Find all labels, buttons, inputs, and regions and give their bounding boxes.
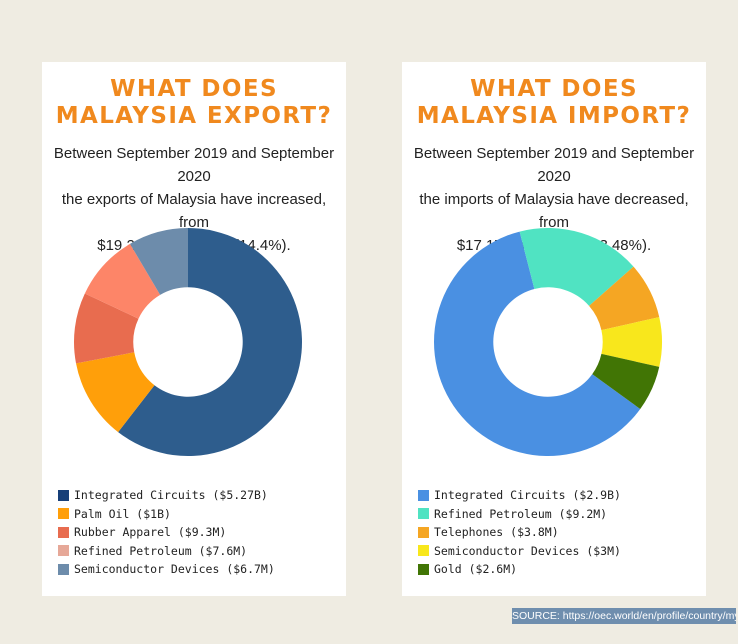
- legend-label: Gold ($2.6M): [434, 562, 518, 577]
- legend-swatch: [418, 545, 429, 557]
- import-description-line-2: the imports of Malaysia have decreased, …: [419, 191, 689, 231]
- export-description-line-2: the exports of Malaysia have increased, …: [61, 191, 327, 231]
- legend-swatch: [58, 526, 69, 538]
- export-card: WHAT DOES MALAYSIA EXPORT? Between Septe…: [42, 62, 346, 596]
- legend-label: Rubber Apparel ($9.3M): [74, 525, 227, 540]
- import-legend: Integrated Circuits ($2.9B) Refined Petr…: [418, 486, 698, 579]
- import-legend-item: Gold ($2.6M): [418, 560, 698, 579]
- import-slice-semiconductor-devices: [601, 317, 662, 367]
- export-title-line-2: MALAYSIA EXPORT?: [55, 103, 333, 129]
- legend-swatch: [58, 489, 69, 501]
- legend-label: Semiconductor Devices ($3M): [434, 543, 621, 558]
- export-slice-palm-oil: [76, 352, 155, 433]
- export-description: Between September 2019 and September 202…: [48, 142, 340, 257]
- export-legend-item: Rubber Apparel ($9.3M): [58, 523, 338, 542]
- legend-label: Integrated Circuits ($2.9B): [434, 488, 621, 503]
- legend-swatch: [418, 526, 429, 538]
- import-slice-refined-petroleum: [519, 228, 634, 306]
- legend-label: Palm Oil ($1B): [74, 506, 171, 521]
- legend-swatch: [58, 563, 69, 575]
- export-title: WHAT DOES MALAYSIA EXPORT?: [42, 76, 346, 130]
- import-legend-item: Telephones ($3.8M): [418, 523, 698, 542]
- import-title: WHAT DOES MALAYSIA IMPORT?: [402, 76, 706, 130]
- import-description-line-1: Between September 2019 and September 202…: [413, 145, 695, 185]
- export-legend-item: Semiconductor Devices ($6.7M): [58, 560, 338, 579]
- import-slice-telephones: [589, 266, 660, 331]
- import-slice-integrated-circuits: [434, 231, 641, 456]
- export-legend-item: Integrated Circuits ($5.27B): [58, 486, 338, 505]
- import-legend-item: Refined Petroleum ($9.2M): [418, 505, 698, 524]
- legend-swatch: [418, 508, 429, 520]
- import-card: WHAT DOES MALAYSIA IMPORT? Between Septe…: [402, 62, 706, 596]
- import-legend-item: Semiconductor Devices ($3M): [418, 542, 698, 561]
- export-legend-item: Palm Oil ($1B): [58, 505, 338, 524]
- export-slice-integrated-circuits: [118, 228, 302, 456]
- import-donut-chart: [434, 228, 662, 456]
- import-legend-item: Integrated Circuits ($2.9B): [418, 486, 698, 505]
- export-legend-item: Refined Petroleum ($7.6M): [58, 542, 338, 561]
- legend-swatch: [418, 563, 429, 575]
- import-slice-gold: [592, 353, 660, 410]
- legend-swatch: [418, 489, 429, 501]
- export-donut-chart: [74, 228, 302, 456]
- legend-label: Semiconductor Devices ($6.7M): [74, 562, 275, 577]
- export-title-line-1: WHAT DOES: [110, 76, 278, 102]
- export-description-line-1: Between September 2019 and September 202…: [53, 145, 335, 185]
- legend-label: Integrated Circuits ($5.27B): [74, 488, 268, 503]
- import-title-line-1: WHAT DOES: [470, 76, 638, 102]
- legend-label: Refined Petroleum ($9.2M): [434, 506, 608, 521]
- import-title-line-2: MALAYSIA IMPORT?: [416, 103, 692, 129]
- legend-swatch: [58, 545, 69, 557]
- legend-label: Telephones ($3.8M): [434, 525, 559, 540]
- legend-swatch: [58, 508, 69, 520]
- source-citation: SOURCE: https://oec.world/en/profile/cou…: [512, 608, 736, 624]
- export-slice-semiconductor-devices: [129, 228, 188, 295]
- export-legend: Integrated Circuits ($5.27B) Palm Oil ($…: [58, 486, 338, 579]
- export-slice-refined-petroleum: [84, 243, 161, 319]
- legend-label: Refined Petroleum ($7.6M): [74, 543, 248, 558]
- export-slice-rubber-apparel: [74, 293, 139, 364]
